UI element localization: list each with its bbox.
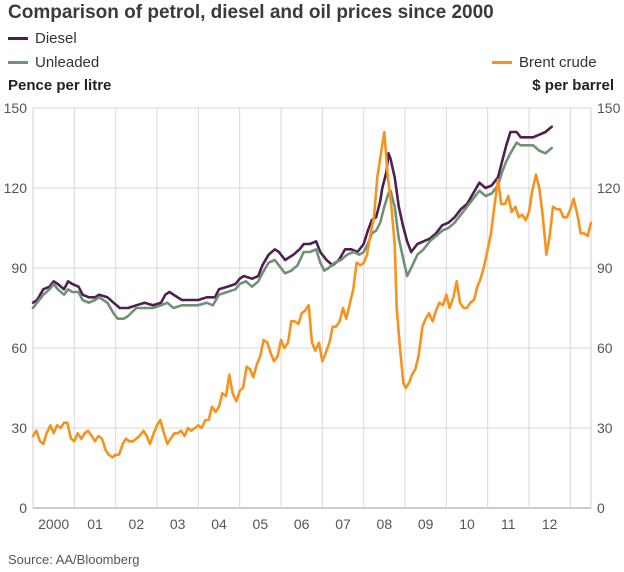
legend-item-unleaded: Unleaded (8, 54, 99, 71)
series-line-diesel (31, 125, 553, 310)
y-tick-label-right: 90 (597, 260, 613, 276)
legend-swatch-brent-crude (492, 61, 512, 64)
grid-lines (32, 107, 592, 509)
legend-label-diesel: Diesel (35, 30, 77, 47)
legend-swatch-unleaded (8, 61, 28, 64)
x-tick-label: 07 (335, 516, 351, 532)
x-tick-label: 06 (294, 516, 310, 532)
y-tick-label-left: 0 (19, 500, 27, 516)
plot-frame (32, 107, 592, 509)
x-tick-label: 11 (501, 516, 516, 532)
right-axis-title: $ per barrel (532, 77, 614, 94)
x-tick-label: 2000 (38, 516, 69, 532)
y-tick-label-left: 150 (4, 100, 28, 116)
x-tick-label: 12 (542, 516, 558, 532)
y-tick-label-left: 120 (4, 180, 28, 196)
series-line-unleaded (31, 141, 553, 320)
legend-item-brent-crude: Brent crude (492, 54, 597, 71)
chart-title: Comparison of petrol, diesel and oil pri… (8, 2, 494, 23)
x-tick-label: 04 (211, 516, 227, 532)
series-lines (31, 125, 593, 459)
y-tick-label-right: 0 (597, 500, 605, 516)
legend-label-unleaded: Unleaded (35, 54, 100, 71)
legend-item-diesel: Diesel (8, 30, 77, 47)
y-tick-label-left: 30 (11, 420, 27, 436)
series-line-brent-crude (31, 130, 593, 459)
x-tick-label: 01 (87, 516, 103, 532)
legend-swatch-diesel (8, 37, 28, 40)
x-tick-label: 05 (253, 516, 269, 532)
y-tick-label-right: 60 (597, 340, 613, 356)
left-axis-title: Pence per litre (8, 77, 112, 94)
y-tick-label-left: 90 (11, 260, 27, 276)
x-tick-label: 02 (129, 516, 145, 532)
y-tick-label-right: 150 (597, 100, 621, 116)
x-tick-label: 09 (418, 516, 434, 532)
x-tick-label: 10 (459, 516, 475, 532)
x-tick-label: 03 (170, 516, 186, 532)
x-tick-label: 08 (377, 516, 393, 532)
tick-labels: 0 0 30 30 60 60 90 90 120 120 150 150 2000 01 02 03 04 05… (4, 100, 621, 532)
y-tick-label-right: 30 (597, 420, 613, 436)
y-tick-label-left: 60 (11, 340, 27, 356)
source-note: Source: AA/Bloomberg (8, 552, 140, 567)
legend-label-brent-crude: Brent crude (519, 54, 597, 71)
y-tick-label-right: 120 (597, 180, 621, 196)
